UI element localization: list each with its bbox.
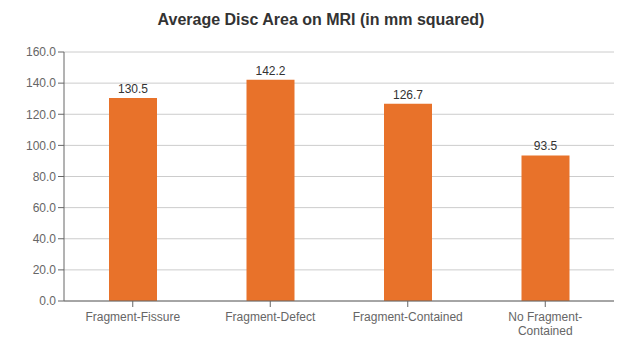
svg-text:80.0: 80.0 [33,170,57,184]
svg-text:160.0: 160.0 [26,45,56,59]
svg-text:40.0: 40.0 [33,232,57,246]
svg-text:Fragment-Contained: Fragment-Contained [353,310,463,324]
svg-text:140.0: 140.0 [26,76,56,90]
svg-text:0.0: 0.0 [39,294,56,308]
svg-text:Fragment-Fissure: Fragment-Fissure [85,310,180,324]
svg-text:126.7: 126.7 [393,88,423,102]
svg-text:No Fragment-Contained: No Fragment-Contained [508,310,582,338]
svg-text:Fragment-Defect: Fragment-Defect [225,310,316,324]
svg-text:93.5: 93.5 [534,139,558,153]
svg-text:142.2: 142.2 [255,64,285,78]
svg-text:100.0: 100.0 [26,139,56,153]
svg-text:120.0: 120.0 [26,108,56,122]
svg-text:60.0: 60.0 [33,201,57,215]
svg-text:20.0: 20.0 [33,263,57,277]
html-text:Average Disc Area on MRI (in m: Average Disc Area on MRI (in mm squared) [157,11,485,28]
svg-text:130.5: 130.5 [118,82,148,96]
